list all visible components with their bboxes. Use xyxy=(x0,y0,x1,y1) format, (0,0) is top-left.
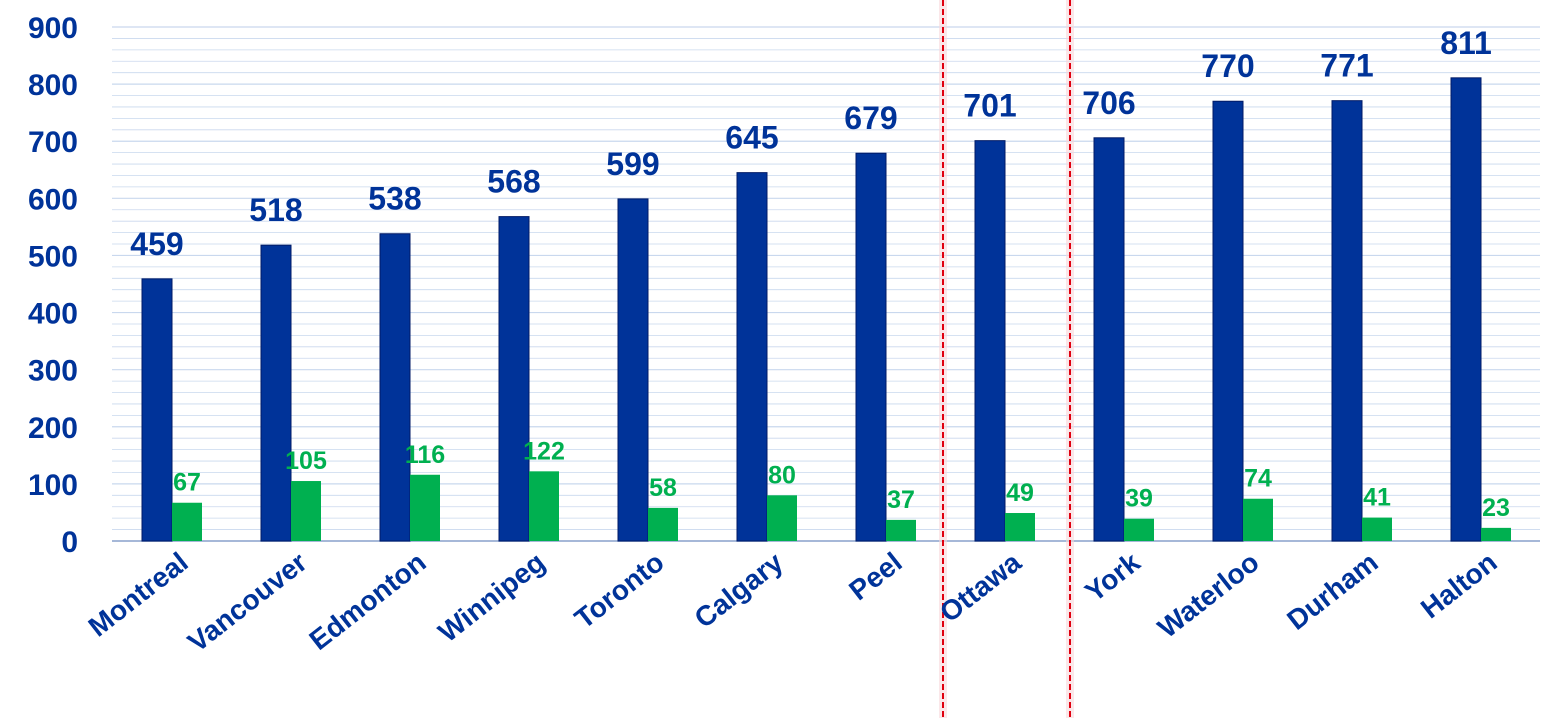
value-label-series-2: 80 xyxy=(768,461,796,489)
bar-series-2 xyxy=(529,471,559,541)
value-label-series-2: 58 xyxy=(649,474,677,502)
value-label-series-1: 706 xyxy=(1082,85,1135,121)
bar-series-1 xyxy=(498,216,530,542)
bar-series-1 xyxy=(141,278,173,542)
value-label-series-1: 518 xyxy=(249,192,302,228)
value-label-series-2: 23 xyxy=(1482,494,1510,522)
bar-series-2 xyxy=(410,474,440,541)
value-label-series-1: 811 xyxy=(1440,25,1492,61)
bar-series-1 xyxy=(379,233,411,542)
value-label-series-1: 538 xyxy=(368,181,421,217)
bar-series-1 xyxy=(617,198,649,542)
x-tick-label: Durham xyxy=(1281,546,1383,636)
bar-series-1 xyxy=(260,244,292,542)
value-label-series-1: 770 xyxy=(1201,48,1254,84)
y-tick-label: 900 xyxy=(28,12,78,45)
bar-series-1 xyxy=(974,140,1006,542)
bar-series-2 xyxy=(1243,498,1273,541)
x-tick-label: Winnipeg xyxy=(433,546,551,648)
bar-series-1 xyxy=(1093,137,1125,542)
value-label-series-1: 771 xyxy=(1320,48,1373,84)
value-label-series-2: 41 xyxy=(1363,484,1391,512)
x-tick-label: Montreal xyxy=(83,546,194,642)
value-label-series-2: 105 xyxy=(285,447,327,475)
y-tick-label: 0 xyxy=(61,526,78,559)
value-label-series-2: 49 xyxy=(1006,479,1034,507)
highlight-glow xyxy=(939,0,947,718)
bar-series-1 xyxy=(736,172,768,542)
bar-series-1 xyxy=(1212,100,1244,542)
y-tick-label: 500 xyxy=(28,240,78,273)
value-label-series-1: 459 xyxy=(130,226,183,262)
x-tick-label: York xyxy=(1079,546,1146,608)
bar-series-2 xyxy=(1481,527,1511,541)
value-label-series-2: 122 xyxy=(523,437,565,465)
bar-series-2 xyxy=(767,495,797,541)
gridlines xyxy=(112,26,1540,542)
y-tick-label: 700 xyxy=(28,126,78,159)
bar-series-1 xyxy=(855,152,887,542)
y-tick-label: 800 xyxy=(28,69,78,102)
y-tick-label: 400 xyxy=(28,298,78,331)
y-axis-tick-labels: 0 100 200 300 400 500 600 700 800 900 xyxy=(28,12,78,559)
value-label-series-2: 39 xyxy=(1125,485,1153,513)
value-label-series-2: 116 xyxy=(405,441,445,469)
value-label-series-1: 679 xyxy=(844,100,897,136)
bar-series-2 xyxy=(1124,518,1154,541)
x-tick-label: Edmonton xyxy=(304,546,432,656)
value-label-series-2: 74 xyxy=(1244,465,1272,493)
x-tick-label: Toronto xyxy=(569,546,670,634)
x-tick-label: Peel xyxy=(843,546,907,606)
bar-series-2 xyxy=(648,507,678,541)
bar-series-2 xyxy=(886,519,916,541)
value-label-series-2: 67 xyxy=(173,469,201,497)
x-tick-label: Ottawa xyxy=(934,546,1027,628)
bar-series-2 xyxy=(291,481,321,541)
highlight-glow xyxy=(1066,0,1074,718)
y-tick-label: 200 xyxy=(28,412,78,445)
x-tick-label: Vancouver xyxy=(182,546,313,658)
y-tick-label: 600 xyxy=(28,183,78,216)
bars xyxy=(141,77,1511,542)
bar-series-1 xyxy=(1331,100,1363,542)
y-tick-label: 100 xyxy=(28,469,78,502)
value-label-series-2: 37 xyxy=(887,486,915,514)
x-tick-label: Halton xyxy=(1415,546,1503,624)
value-label-series-1: 599 xyxy=(606,146,659,182)
x-tick-label: Calgary xyxy=(689,546,789,634)
bar-series-2 xyxy=(172,502,202,541)
bar-series-2 xyxy=(1005,513,1035,541)
value-label-series-1: 701 xyxy=(963,88,1016,124)
value-labels: 459 67 518 105 538 116 568 122 599 58 645 80 679 37 70… xyxy=(130,25,1510,522)
bar-series-1 xyxy=(1450,77,1482,542)
highlight-markers xyxy=(939,0,1074,718)
y-tick-label: 300 xyxy=(28,355,78,388)
x-tick-label: Waterloo xyxy=(1152,546,1265,644)
value-label-series-1: 568 xyxy=(487,164,540,200)
bar-series-2 xyxy=(1362,517,1392,541)
value-label-series-1: 645 xyxy=(725,120,778,156)
